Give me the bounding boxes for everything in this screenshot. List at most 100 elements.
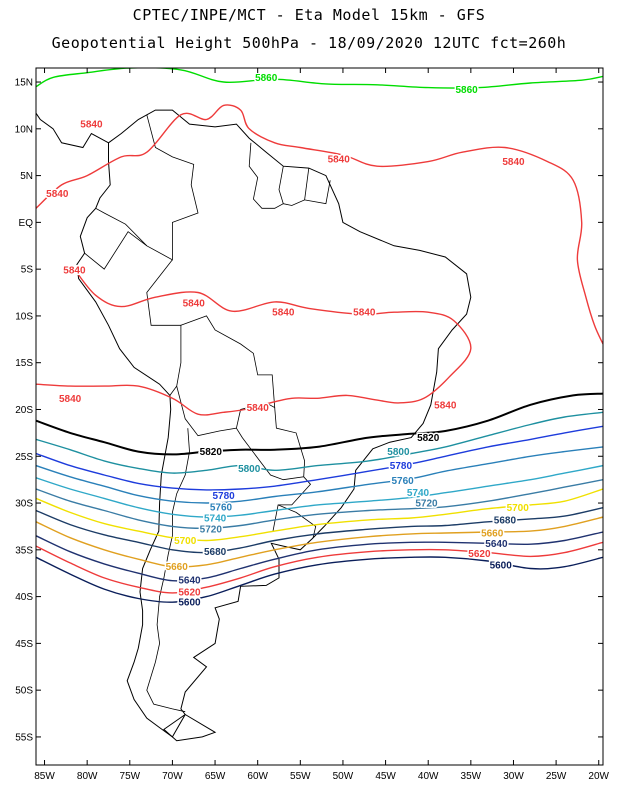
contour-line-5840	[36, 104, 603, 345]
contour-label-5780: 5780	[390, 461, 413, 472]
contour-line-5600	[36, 556, 603, 603]
contour-label-5780: 5780	[212, 491, 235, 502]
central-america-coastline	[36, 112, 109, 149]
contour-label-5760: 5760	[391, 476, 414, 487]
lon-tick-label: 30W	[503, 771, 524, 782]
contour-label-5840: 5840	[353, 308, 376, 319]
country-border	[146, 428, 190, 713]
lat-tick-label: 20S	[15, 405, 33, 416]
map-title-line2: Geopotential Height 500hPa - 18/09/2020 …	[51, 34, 567, 52]
contour-label-5620: 5620	[178, 587, 201, 598]
contour-layer	[36, 68, 603, 603]
lat-tick-label: 35S	[15, 545, 33, 556]
contour-line-5680	[36, 507, 603, 554]
lat-tick-label: 30S	[15, 499, 33, 510]
lon-tick-label: 55W	[290, 771, 311, 782]
contour-label-5800: 5800	[238, 464, 261, 475]
lat-tick-label: 15S	[15, 358, 33, 369]
lat-tick-label: EQ	[19, 218, 34, 229]
contour-label-5680: 5680	[494, 515, 517, 526]
country-border	[146, 259, 182, 396]
contour-label-5860: 5860	[255, 73, 278, 84]
contour-line-5700	[36, 488, 603, 542]
country-border	[304, 168, 310, 200]
contour-label-5720: 5720	[200, 525, 223, 536]
contour-line-5840	[36, 268, 472, 416]
contour-line-5800	[36, 411, 603, 474]
contour-line-5760	[36, 446, 603, 504]
contour-label-5720: 5720	[415, 499, 438, 510]
lat-tick-label: 15N	[15, 78, 33, 89]
contour-label-5840: 5840	[63, 266, 86, 277]
contour-label-5840: 5840	[272, 308, 295, 319]
contour-label-5700: 5700	[507, 503, 530, 514]
lon-tick-label: 20W	[588, 771, 609, 782]
lat-tick-label: 10N	[15, 124, 33, 135]
contour-label-5740: 5740	[204, 514, 227, 525]
lon-tick-label: 80W	[77, 771, 98, 782]
contour-label-5640: 5640	[178, 575, 201, 586]
lat-tick-label: 5N	[20, 171, 33, 182]
contour-line-5660	[36, 516, 603, 568]
lon-tick-label: 85W	[34, 771, 55, 782]
contour-line-5640	[36, 531, 603, 582]
contour-label-layer: 5860 5860 5840 5840 5840 5840 5840 5840 5840 5840…	[45, 71, 531, 610]
lat-tick-label: 50S	[15, 686, 33, 697]
contour-label-5760: 5760	[210, 502, 233, 513]
lon-tick-label: 40W	[418, 771, 439, 782]
country-border	[84, 231, 148, 270]
contour-label-5860: 5860	[455, 85, 478, 96]
contour-label-5820: 5820	[200, 447, 223, 458]
lat-tick-label: 25S	[15, 452, 33, 463]
lon-tick-label: 70W	[162, 771, 183, 782]
contour-label-5620: 5620	[468, 549, 491, 560]
lon-tick-label: 65W	[205, 771, 226, 782]
contour-line-5820	[36, 392, 603, 456]
lon-tick-label: 75W	[120, 771, 141, 782]
contour-label-5640: 5640	[485, 539, 508, 550]
map-title-line1: CPTEC/INPE/MCT - Eta Model 15km - GFS	[132, 6, 486, 24]
contour-line-5740	[36, 464, 603, 518]
axis-layer: 15N 10N 5N EQ 5S 10S 15S 20S 25S 30S 35S 40S 45S 50S 5…	[15, 68, 610, 782]
country-border	[248, 142, 331, 209]
contour-label-5840: 5840	[434, 400, 457, 411]
contour-label-5660: 5660	[481, 529, 504, 540]
geography-layer	[36, 109, 472, 742]
lon-tick-label: 35W	[461, 771, 482, 782]
map-frame	[35, 67, 604, 766]
contour-label-5840: 5840	[502, 157, 525, 168]
contour-line-5860	[36, 68, 603, 89]
contour-line-5720	[36, 479, 603, 530]
contour-label-5700: 5700	[174, 536, 197, 547]
tierra-del-fuego-coastline	[163, 714, 217, 742]
contour-label-5840: 5840	[328, 154, 351, 165]
contour-label-5840: 5840	[59, 394, 82, 405]
lat-tick-label: 55S	[15, 732, 33, 743]
contour-label-5840: 5840	[183, 298, 206, 309]
contour-label-5840: 5840	[247, 403, 270, 414]
contour-label-5600: 5600	[178, 598, 201, 609]
lon-tick-label: 60W	[247, 771, 268, 782]
contour-label-5820: 5820	[417, 433, 440, 444]
contour-label-5600: 5600	[490, 560, 513, 571]
contour-label-5840: 5840	[80, 120, 103, 131]
lat-tick-label: 5S	[21, 265, 34, 276]
contour-label-5800: 5800	[387, 447, 410, 458]
contour-label-5740: 5740	[407, 488, 430, 499]
country-border	[95, 114, 199, 261]
coastline	[76, 109, 472, 738]
country-border	[278, 166, 284, 204]
map-background	[36, 68, 603, 765]
contour-label-5840: 5840	[46, 189, 69, 200]
lat-tick-label: 45S	[15, 639, 33, 650]
lon-tick-label: 50W	[333, 771, 354, 782]
contour-line-5780	[36, 425, 603, 491]
contour-label-5680: 5680	[204, 547, 227, 558]
lon-tick-label: 25W	[546, 771, 567, 782]
contour-label-5660: 5660	[166, 562, 189, 573]
lat-tick-label: 40S	[15, 592, 33, 603]
lat-tick-label: 10S	[15, 311, 33, 322]
lon-tick-label: 45W	[375, 771, 396, 782]
contour-line-5620	[36, 541, 603, 594]
